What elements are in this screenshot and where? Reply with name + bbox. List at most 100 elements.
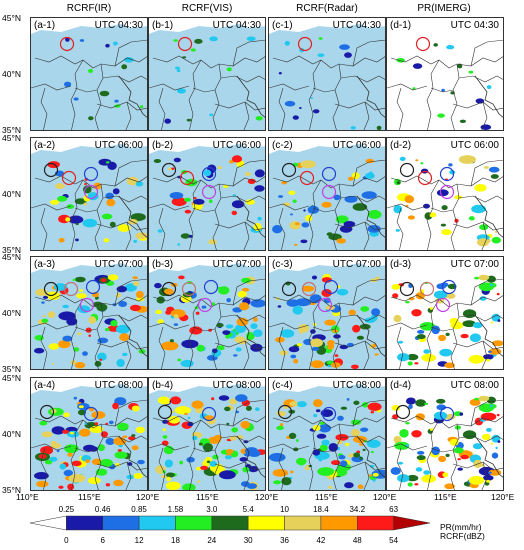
- precip-cell: [173, 157, 181, 163]
- province-border: [269, 322, 310, 330]
- highlight-circle: [323, 279, 339, 295]
- precip-cell: [477, 238, 489, 247]
- province-border: [212, 183, 222, 250]
- precip-cell: [457, 467, 463, 471]
- lat-tick: 40°N: [2, 69, 21, 79]
- precip-cell: [338, 455, 346, 460]
- precip-cell: [318, 457, 323, 462]
- precip-cell: [436, 398, 446, 404]
- precip-cell: [105, 438, 115, 445]
- precip-cell: [301, 222, 310, 228]
- precip-cell: [242, 466, 250, 473]
- precip-cell: [226, 67, 232, 72]
- panel-b-3: (b-3) UTC 07:00: [148, 256, 266, 370]
- precip-cell: [218, 395, 230, 401]
- precip-cell: [459, 119, 466, 124]
- highlight-circle: [201, 166, 217, 182]
- precip-cell: [187, 421, 194, 427]
- precip-cell: [303, 209, 306, 212]
- lon-tick-110: 110°E: [16, 492, 39, 502]
- precip-cell: [440, 223, 446, 227]
- province-border: [149, 83, 190, 91]
- precip-cell: [105, 192, 115, 200]
- precip-cell: [133, 239, 138, 243]
- province-border: [458, 75, 503, 83]
- precip-cell: [164, 459, 173, 468]
- province-border: [332, 302, 342, 369]
- precip-cell: [453, 447, 464, 454]
- province-border: [34, 415, 147, 429]
- precip-cell: [120, 333, 128, 338]
- precip-cell: [136, 290, 144, 299]
- highlight-circle: [301, 281, 317, 297]
- precip-cell: [339, 44, 350, 50]
- precip-cell: [186, 118, 192, 122]
- precip-cell: [195, 311, 200, 315]
- province-border: [149, 203, 190, 211]
- precip-cell: [217, 165, 222, 170]
- precip-cell: [77, 305, 91, 314]
- province-border: [188, 179, 202, 250]
- highlight-circle: [321, 166, 337, 182]
- map-svg: [269, 378, 385, 490]
- precip-cell: [170, 396, 182, 405]
- highlight-circle: [277, 404, 293, 420]
- precip-cell: [412, 87, 416, 90]
- province-border: [232, 39, 265, 67]
- colorbar-segment: [284, 515, 322, 531]
- precip-cell: [75, 238, 79, 242]
- highlight-circle: [415, 36, 431, 52]
- precip-cell: [490, 174, 499, 179]
- province-border: [192, 326, 216, 332]
- precip-cell: [304, 467, 310, 471]
- province-border: [220, 314, 265, 322]
- province-border: [192, 207, 216, 213]
- map-svg: [149, 257, 265, 369]
- precip-cell: [182, 56, 187, 59]
- precip-cell: [253, 329, 263, 337]
- province-border: [212, 63, 222, 130]
- precip-cell: [290, 354, 297, 359]
- precip-cell: [106, 198, 116, 207]
- precip-cell: [97, 444, 105, 452]
- map-svg: [269, 138, 385, 250]
- colorbar-segment: [138, 515, 176, 531]
- precip-cell: [63, 412, 70, 418]
- rcrf-tick: 30: [243, 536, 253, 545]
- precip-cell: [174, 406, 191, 415]
- precip-cell: [407, 361, 413, 366]
- province-border: [31, 443, 72, 451]
- precip-cell: [94, 360, 102, 367]
- province-border: [125, 101, 132, 130]
- province-border: [272, 415, 385, 429]
- precip-cell: [66, 204, 75, 209]
- precip-cell: [396, 181, 401, 185]
- precip-cell: [283, 202, 291, 207]
- precip-cell: [178, 275, 185, 280]
- panel-label: (b-2): [152, 140, 174, 151]
- precip-cell: [397, 353, 410, 362]
- lat-tick: 35°N: [2, 125, 21, 135]
- precip-cell: [335, 285, 341, 288]
- precip-cell: [459, 412, 464, 416]
- cloud-mask-area: [149, 18, 265, 130]
- precip-cell: [132, 276, 138, 280]
- precip-cell: [75, 223, 79, 225]
- highlight-circle: [281, 281, 297, 297]
- map-svg: [31, 257, 147, 369]
- highlight-circle: [39, 404, 55, 420]
- precip-cell: [222, 330, 231, 335]
- highlight-circle: [395, 404, 411, 420]
- panel-label: (a-2): [34, 140, 56, 151]
- highlight-circle: [157, 404, 173, 420]
- precip-cell: [397, 461, 404, 465]
- highlight-circle: [79, 297, 95, 313]
- precip-cell: [83, 444, 96, 452]
- precip-cell: [337, 415, 344, 421]
- province-border: [363, 101, 370, 130]
- precip-cell: [429, 307, 434, 310]
- province-border: [114, 278, 147, 306]
- province-border: [340, 435, 385, 443]
- precip-cell: [88, 116, 94, 121]
- precip-cell: [168, 167, 172, 171]
